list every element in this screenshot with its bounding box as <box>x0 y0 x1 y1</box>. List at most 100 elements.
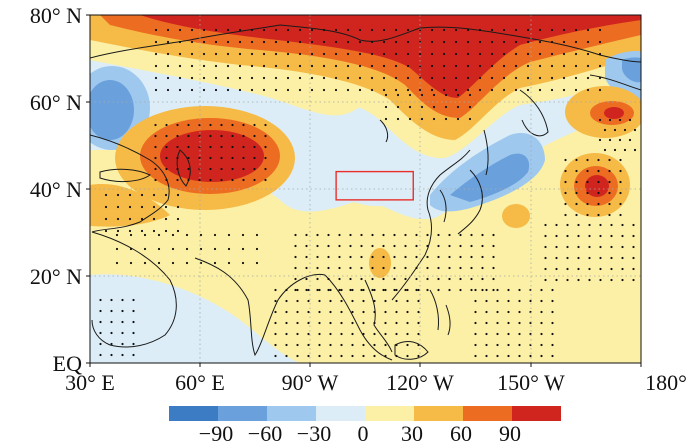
stipple-dot <box>274 354 277 358</box>
stipple-dot <box>406 28 410 32</box>
contour-neg-west-core <box>90 80 134 140</box>
stipple-dot <box>415 255 418 259</box>
stipple-dot <box>394 76 398 80</box>
stipple-dot <box>417 299 420 303</box>
stipple-dot <box>121 298 124 302</box>
stipple-dot <box>529 354 532 358</box>
stipple-dot <box>395 288 398 292</box>
stipple-dot <box>349 277 352 281</box>
stipple-dot <box>307 354 310 358</box>
coastline-black-sea <box>99 168 151 183</box>
stipple-dot <box>187 156 190 160</box>
stipple-dot <box>110 342 113 346</box>
stipple-dot <box>190 88 194 92</box>
stipple-dot <box>470 233 473 237</box>
stipple-dot <box>492 277 495 281</box>
stipple-dot <box>566 278 569 282</box>
stipple-dot <box>551 332 554 336</box>
stipple-dot <box>526 28 530 32</box>
colorbar-segment <box>512 406 561 421</box>
stipple-dot <box>166 40 170 44</box>
stipple-dot <box>599 267 602 271</box>
stipple-dot <box>99 298 102 302</box>
stipple-dot <box>185 233 189 237</box>
stipple-dot <box>329 332 332 336</box>
stipple-dot <box>632 245 635 249</box>
stipple-dot <box>154 145 157 149</box>
map-panel <box>90 15 641 363</box>
stipple-dot <box>165 156 168 160</box>
coastline-japan <box>457 169 483 235</box>
stipple-dot <box>154 123 157 127</box>
coastline-india <box>194 257 326 357</box>
stipple-dot <box>286 76 290 80</box>
stipple-dot <box>110 353 113 357</box>
stipple-dot <box>165 134 168 138</box>
stipple-dot <box>417 288 420 292</box>
contour-neg-east-asia-core <box>450 153 530 202</box>
stipple-dot <box>456 117 460 121</box>
stipple-dot <box>426 233 429 237</box>
stipple-dot <box>190 52 194 56</box>
stipple-dot <box>599 245 602 249</box>
stipple-dot <box>544 234 547 238</box>
stipple-dot <box>459 244 462 248</box>
stipple-dot <box>346 40 350 44</box>
stipple-dot <box>346 52 350 56</box>
stipple-dot <box>382 233 385 237</box>
stipple-dot <box>608 202 611 206</box>
contour-pos-cell-asia-core <box>160 130 264 182</box>
stipple-dot <box>474 299 477 303</box>
stipple-dot <box>154 134 157 138</box>
stipple-dot <box>577 278 580 282</box>
stipple-dot <box>226 52 230 56</box>
stipple-dot <box>610 267 613 271</box>
stipple-dot <box>481 244 484 248</box>
stipple-dot <box>384 310 387 314</box>
stipple-dot <box>485 299 488 303</box>
stipple-dot <box>171 233 175 237</box>
stipple-dot <box>544 256 547 260</box>
stipple-dot <box>129 261 133 265</box>
stipple-dot <box>621 245 624 249</box>
stipple-dot <box>264 178 267 182</box>
stipple-dot <box>466 28 470 32</box>
stipple-dot <box>285 310 288 314</box>
stipple-dot <box>597 213 600 217</box>
stipple-dot <box>490 88 494 92</box>
stipple-dot <box>478 52 482 56</box>
stipple-dot <box>448 233 451 237</box>
stipple-dot <box>518 310 521 314</box>
stipple-dot <box>598 52 602 56</box>
stipple-dot <box>132 353 135 357</box>
stipple-dot <box>496 310 499 314</box>
y-tick-label-20n: 20° N <box>30 264 82 289</box>
stipple-dot <box>231 145 234 149</box>
stipple-dot <box>562 76 566 80</box>
stipple-dot <box>442 40 446 44</box>
stipple-dot <box>404 288 407 292</box>
stipple-dot <box>485 288 488 292</box>
stipple-dot <box>507 354 510 358</box>
stipple-dot <box>360 244 363 248</box>
stipple-dot <box>417 321 420 325</box>
stipple-dot <box>555 245 558 249</box>
stipple-dot <box>187 145 190 149</box>
stipple-dot <box>338 288 341 292</box>
colorbar-segment <box>267 406 316 421</box>
stipple-dot <box>394 52 398 56</box>
stipple-dot <box>220 178 223 182</box>
stipple-dot <box>492 233 495 237</box>
stipple-dot <box>250 64 254 68</box>
stipple-dot <box>598 64 602 68</box>
stipple-dot <box>474 332 477 336</box>
stipple-dot <box>334 64 338 68</box>
stipple-dot <box>104 229 108 233</box>
stipple-dot <box>384 343 387 347</box>
stipple-dot <box>551 354 554 358</box>
stipple-dot <box>199 261 203 265</box>
stipple-dot <box>478 76 482 80</box>
stipple-dot <box>437 244 440 248</box>
stipple-dot <box>598 138 602 142</box>
stipple-dot <box>318 343 321 347</box>
